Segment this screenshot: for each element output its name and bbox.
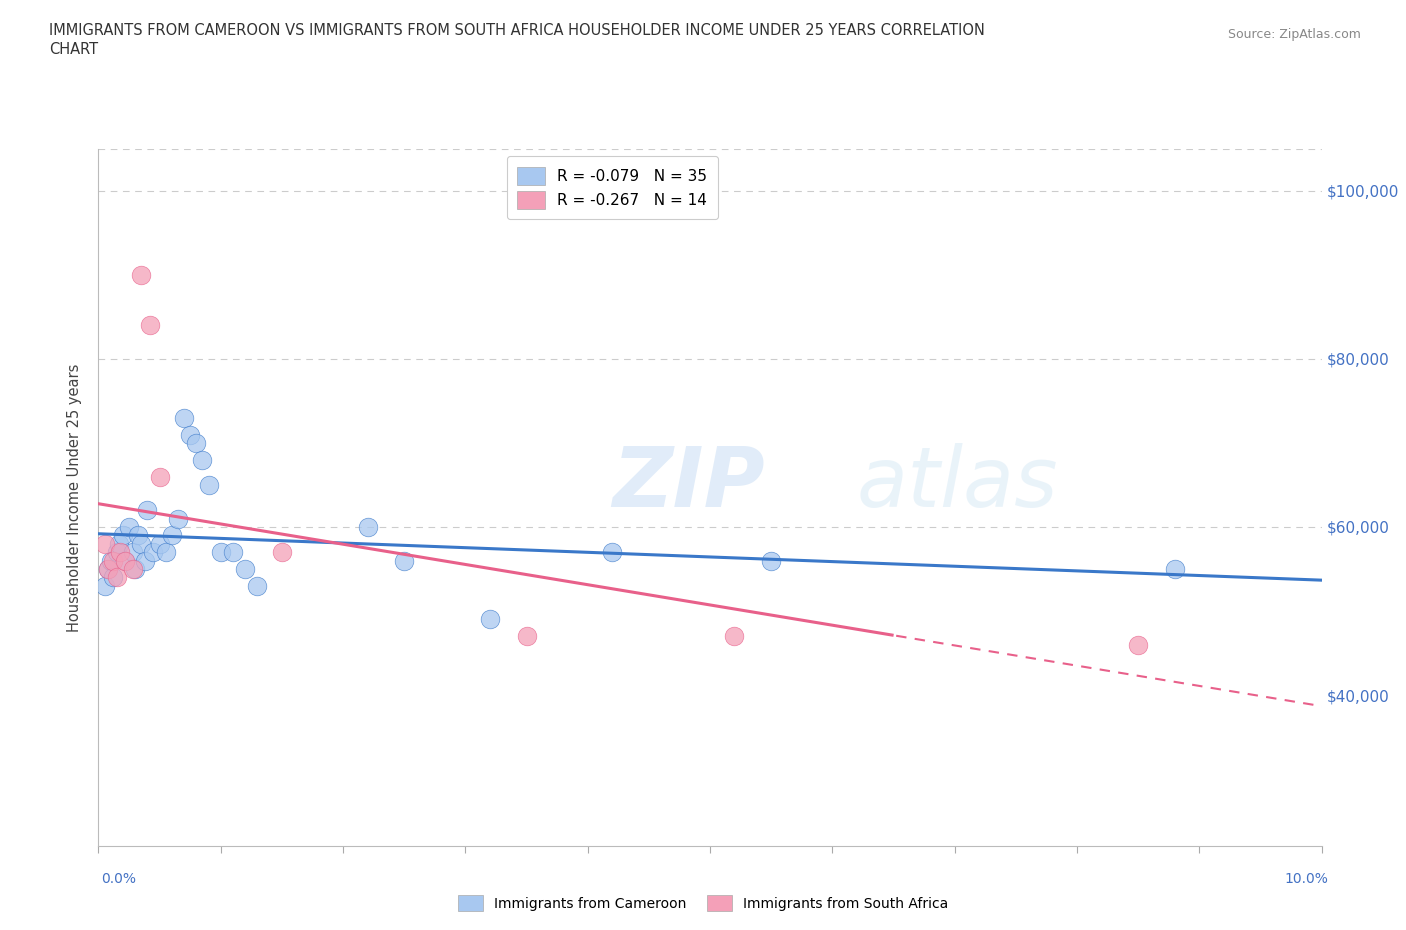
Text: 0.0%: 0.0% — [101, 871, 136, 886]
Point — [93, 578, 115, 593]
Point — [356, 520, 378, 535]
Point — [270, 545, 294, 560]
Point — [761, 553, 783, 568]
Point — [105, 570, 128, 585]
Point — [129, 268, 152, 283]
Point — [121, 562, 143, 577]
Point — [134, 553, 156, 568]
Point — [246, 578, 269, 593]
Point — [179, 427, 201, 442]
Point — [124, 562, 146, 577]
Point — [110, 545, 132, 560]
Point — [101, 570, 124, 585]
Point — [136, 503, 159, 518]
Point — [191, 452, 214, 467]
Text: 10.0%: 10.0% — [1285, 871, 1329, 886]
Point — [516, 629, 538, 644]
Point — [186, 435, 208, 450]
Point — [222, 545, 245, 560]
Point — [149, 537, 172, 551]
Text: atlas: atlas — [856, 443, 1059, 525]
Point — [392, 553, 416, 568]
Point — [197, 477, 219, 492]
Text: CHART: CHART — [49, 42, 98, 57]
Point — [173, 410, 195, 425]
Point — [114, 553, 136, 568]
Point — [105, 545, 128, 560]
Point — [1164, 562, 1187, 577]
Point — [118, 520, 141, 535]
Point — [121, 545, 143, 560]
Point — [114, 553, 136, 568]
Point — [478, 612, 501, 627]
Point — [1128, 637, 1150, 652]
Legend: R = -0.079   N = 35, R = -0.267   N = 14: R = -0.079 N = 35, R = -0.267 N = 14 — [506, 156, 717, 219]
Point — [139, 318, 162, 333]
Point — [600, 545, 623, 560]
Legend: Immigrants from Cameroon, Immigrants from South Africa: Immigrants from Cameroon, Immigrants fro… — [451, 888, 955, 919]
Text: IMMIGRANTS FROM CAMEROON VS IMMIGRANTS FROM SOUTH AFRICA HOUSEHOLDER INCOME UNDE: IMMIGRANTS FROM CAMEROON VS IMMIGRANTS F… — [49, 23, 986, 38]
Point — [127, 528, 149, 543]
Point — [108, 537, 131, 551]
Point — [97, 562, 120, 577]
Point — [97, 562, 120, 577]
Text: ZIP: ZIP — [612, 443, 765, 525]
Point — [129, 537, 152, 551]
Point — [142, 545, 165, 560]
Point — [93, 537, 115, 551]
Y-axis label: Householder Income Under 25 years: Householder Income Under 25 years — [67, 364, 83, 631]
Point — [111, 528, 134, 543]
Point — [209, 545, 232, 560]
Point — [149, 469, 172, 484]
Point — [101, 553, 124, 568]
Point — [167, 512, 190, 526]
Point — [155, 545, 177, 560]
Point — [160, 528, 183, 543]
Text: Source: ZipAtlas.com: Source: ZipAtlas.com — [1227, 28, 1361, 41]
Point — [100, 553, 122, 568]
Point — [723, 629, 745, 644]
Point — [233, 562, 256, 577]
